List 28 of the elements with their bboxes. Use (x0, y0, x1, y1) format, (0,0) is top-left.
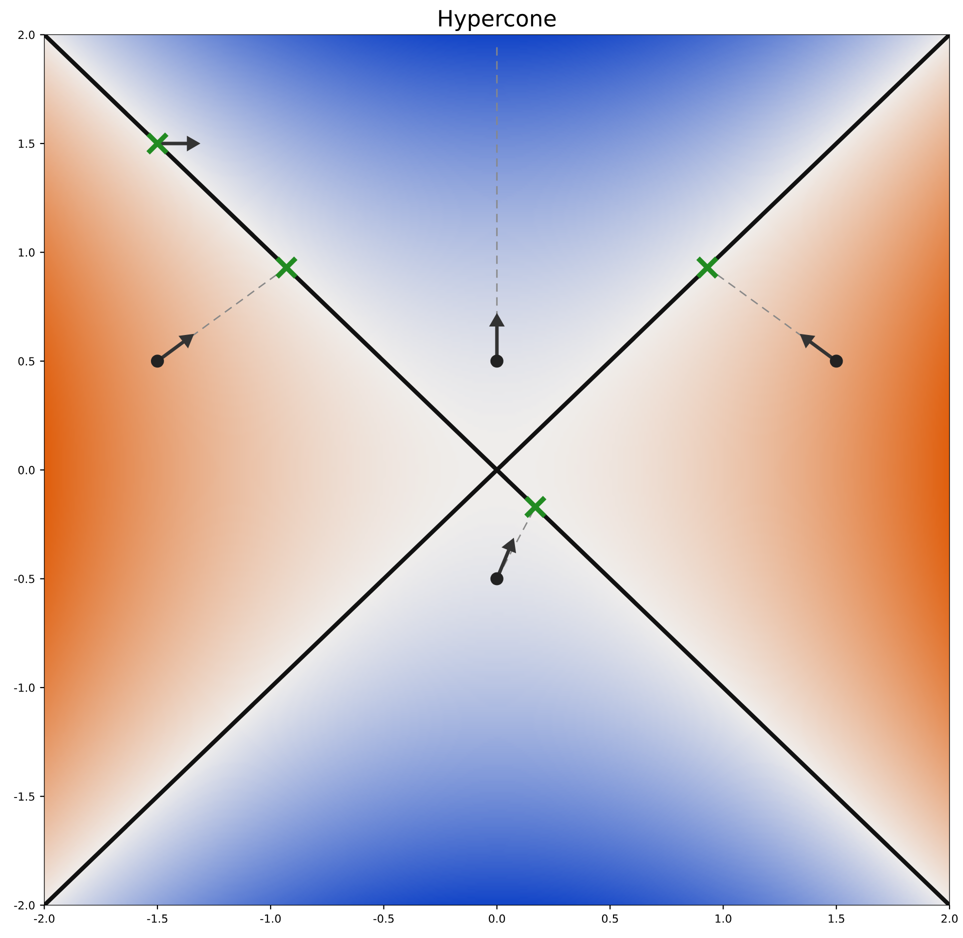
point (830, 354, 843, 368)
point (490, 572, 504, 586)
y-tick-label: -1.0 (14, 684, 35, 692)
y-tick-label: -1.5 (14, 792, 34, 801)
y-tick-label: -2.0 (14, 901, 35, 910)
y-tick-label: -0.5 (14, 574, 34, 584)
x-tick-label: -0.5 (373, 914, 394, 923)
point (696, 256, 720, 280)
point (524, 495, 548, 519)
x-tick-label: 1.5 (828, 914, 844, 923)
y-tick-label: 1.5 (18, 140, 34, 148)
x-tick-label: 0.0 (488, 914, 506, 923)
chart-title: Hypercone (439, 10, 556, 31)
x-tick-label: 2.0 (941, 914, 958, 923)
point (146, 132, 170, 156)
x-tick-label: 0.5 (602, 914, 618, 923)
x-tick-label: -1.5 (147, 914, 168, 923)
x-tick-label: -2.0 (34, 914, 54, 923)
point (490, 354, 504, 368)
y-tick-label: 2.0 (18, 30, 35, 40)
point (502, 538, 516, 553)
x-tick-label: 1.0 (716, 914, 732, 923)
y-tick-label: 0.0 (18, 466, 35, 474)
y-tick-label: 0.5 (18, 357, 34, 366)
x-tick-label: -1.0 (260, 914, 281, 923)
point (150, 354, 164, 368)
point (274, 256, 298, 280)
y-tick-label: 1.0 (18, 248, 35, 257)
